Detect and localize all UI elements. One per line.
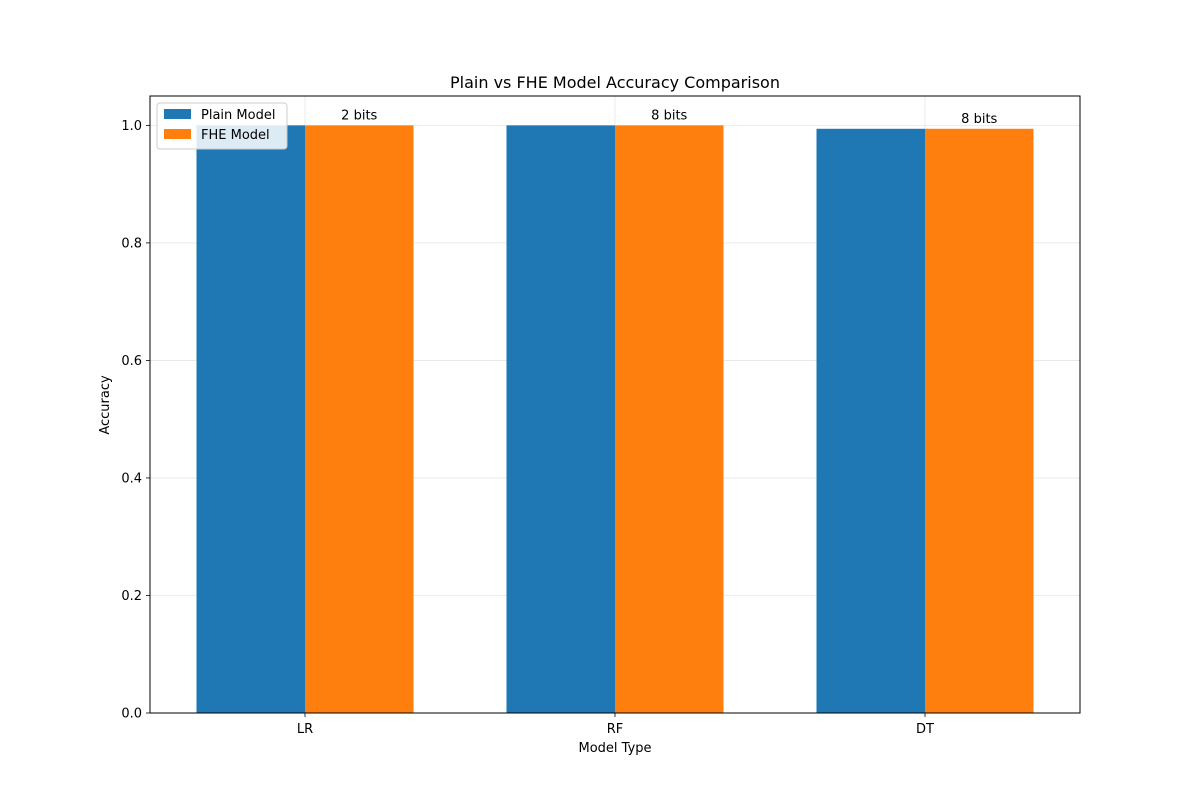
y-tick-label: 0.0 xyxy=(121,707,142,722)
axis-ticks: 0.0 0.2 0.4 0.6 0.8 1.0 LR RF DT xyxy=(121,119,934,737)
legend-label-fhe-model: FHE Model xyxy=(201,128,270,143)
bar-fhe-model-lr xyxy=(305,125,414,713)
x-tick-label-rf: RF xyxy=(607,722,624,737)
legend-swatch-plain-model xyxy=(164,109,191,119)
legend-swatch-fhe-model xyxy=(164,129,191,139)
legend: Plain Model FHE Model xyxy=(156,102,288,150)
bar-fhe-model-dt xyxy=(925,128,1034,714)
y-axis-label: Accuracy xyxy=(98,375,113,435)
bar-fhe-model-rf xyxy=(615,125,724,713)
bar-label-dt: 8 bits xyxy=(961,112,997,127)
y-tick-label: 0.8 xyxy=(121,236,142,251)
chart-title: Plain vs FHE Model Accuracy Comparison xyxy=(450,73,780,92)
bar-label-lr: 2 bits xyxy=(341,108,377,123)
legend-label-plain-model: Plain Model xyxy=(201,108,275,123)
bar-label-rf: 8 bits xyxy=(651,108,687,123)
x-tick-label-dt: DT xyxy=(916,722,934,737)
bar-plain-model-dt xyxy=(816,128,925,714)
x-tick-label-lr: LR xyxy=(297,722,313,737)
x-axis-label: Model Type xyxy=(578,741,651,756)
bars xyxy=(196,125,1034,714)
bar-labels: 2 bits 8 bits 8 bits xyxy=(341,108,997,126)
y-tick-label: 0.2 xyxy=(121,589,142,604)
y-tick-label: 1.0 xyxy=(121,119,142,134)
bar-plain-model-rf xyxy=(506,125,615,713)
y-tick-label: 0.6 xyxy=(121,354,142,369)
y-tick-label: 0.4 xyxy=(121,471,142,486)
bar-plain-model-lr xyxy=(196,125,305,713)
